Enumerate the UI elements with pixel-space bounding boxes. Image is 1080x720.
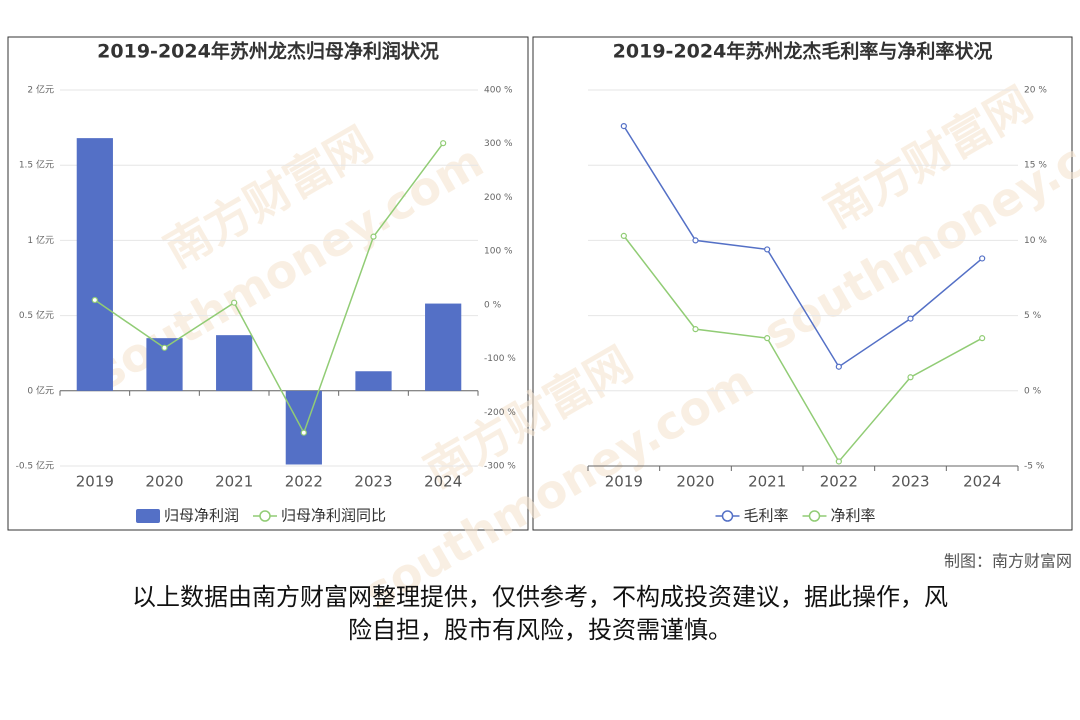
y2-tick-label: -100 %: [484, 354, 516, 364]
point: [979, 335, 986, 342]
y2-tick-label: 15 %: [1024, 161, 1047, 171]
disclaimer: 以上数据由南方财富网整理提供，仅供参考，不构成投资建议，据此操作，风: [132, 583, 948, 611]
legend-swatch: [259, 510, 271, 522]
point: [835, 363, 842, 370]
legend-swatch: [808, 510, 821, 522]
y2-tick-label: 20 %: [1024, 86, 1047, 96]
y-tick-label: 1.5 亿元: [19, 159, 54, 171]
y-tick-label: -0.5 亿元: [16, 460, 54, 472]
point: [231, 299, 238, 306]
x-tick-label: 2019: [76, 473, 114, 491]
bar: [355, 371, 392, 391]
bar: [76, 138, 113, 391]
point: [692, 237, 699, 244]
y2-tick-label: 100 %: [484, 247, 513, 257]
x-tick-label: 2019: [605, 473, 643, 491]
chart-title: 2019-2024年苏州龙杰归母净利润状况: [97, 40, 439, 63]
legend-label: 净利率: [831, 507, 876, 525]
panel-frame: [7, 36, 529, 531]
x-tick-label: 2023: [891, 473, 929, 491]
x-tick-label: 2024: [963, 473, 1001, 491]
point: [979, 255, 986, 262]
point: [161, 344, 168, 351]
y2-tick-label: -5 %: [1024, 462, 1045, 472]
legend-label: 归母净利润同比: [281, 507, 386, 525]
legend-swatch: [136, 509, 160, 523]
point: [764, 246, 771, 253]
x-tick-label: 2020: [145, 473, 183, 491]
point: [907, 315, 914, 322]
bar: [285, 390, 322, 465]
y2-tick-label: 400 %: [484, 86, 513, 96]
x-tick-label: 2024: [424, 473, 462, 491]
y-tick-label: 0.5 亿元: [19, 309, 54, 321]
point: [764, 335, 771, 342]
line: [623, 235, 983, 463]
line: [623, 125, 983, 368]
y-tick-label: 1 亿元: [27, 234, 54, 246]
legend-label: 毛利率: [744, 507, 789, 525]
x-tick-label: 2021: [748, 473, 786, 491]
chart-title: 2019-2024年苏州龙杰毛利率与净利率状况: [613, 40, 993, 63]
point: [835, 458, 842, 465]
point: [300, 429, 307, 436]
credit: 制图：南方财富网: [944, 552, 1072, 571]
legend-label: 归母净利润: [164, 507, 239, 525]
point: [620, 122, 627, 130]
y2-tick-label: 0 %: [1024, 386, 1042, 396]
y-tick-label: 2 亿元: [27, 84, 54, 96]
point: [370, 233, 377, 240]
line: [94, 142, 444, 435]
x-tick-label: 2021: [215, 473, 253, 491]
y2-tick-label: 10 %: [1024, 236, 1047, 246]
point: [440, 140, 447, 147]
point: [692, 326, 699, 333]
y2-tick-label: -300 %: [484, 462, 516, 472]
point: [91, 296, 98, 304]
x-tick-label: 2020: [676, 473, 714, 491]
y2-tick-label: 0 %: [484, 300, 502, 310]
y2-tick-label: 200 %: [484, 193, 513, 203]
point: [907, 374, 914, 381]
x-tick-label: 2022: [820, 473, 858, 491]
bar: [425, 303, 462, 391]
panel-frame: [532, 36, 1073, 531]
y2-tick-label: 300 %: [484, 139, 513, 149]
point: [620, 232, 627, 239]
disclaimer: 险自担，股市有风险，投资需谨慎。: [348, 616, 732, 644]
y2-tick-label: 5 %: [1024, 311, 1042, 321]
legend-swatch: [721, 510, 734, 522]
x-tick-label: 2022: [285, 473, 323, 491]
x-tick-label: 2023: [354, 473, 392, 491]
y-tick-label: 0 亿元: [27, 384, 54, 396]
y2-tick-label: -200 %: [484, 408, 516, 418]
bar: [216, 335, 253, 391]
